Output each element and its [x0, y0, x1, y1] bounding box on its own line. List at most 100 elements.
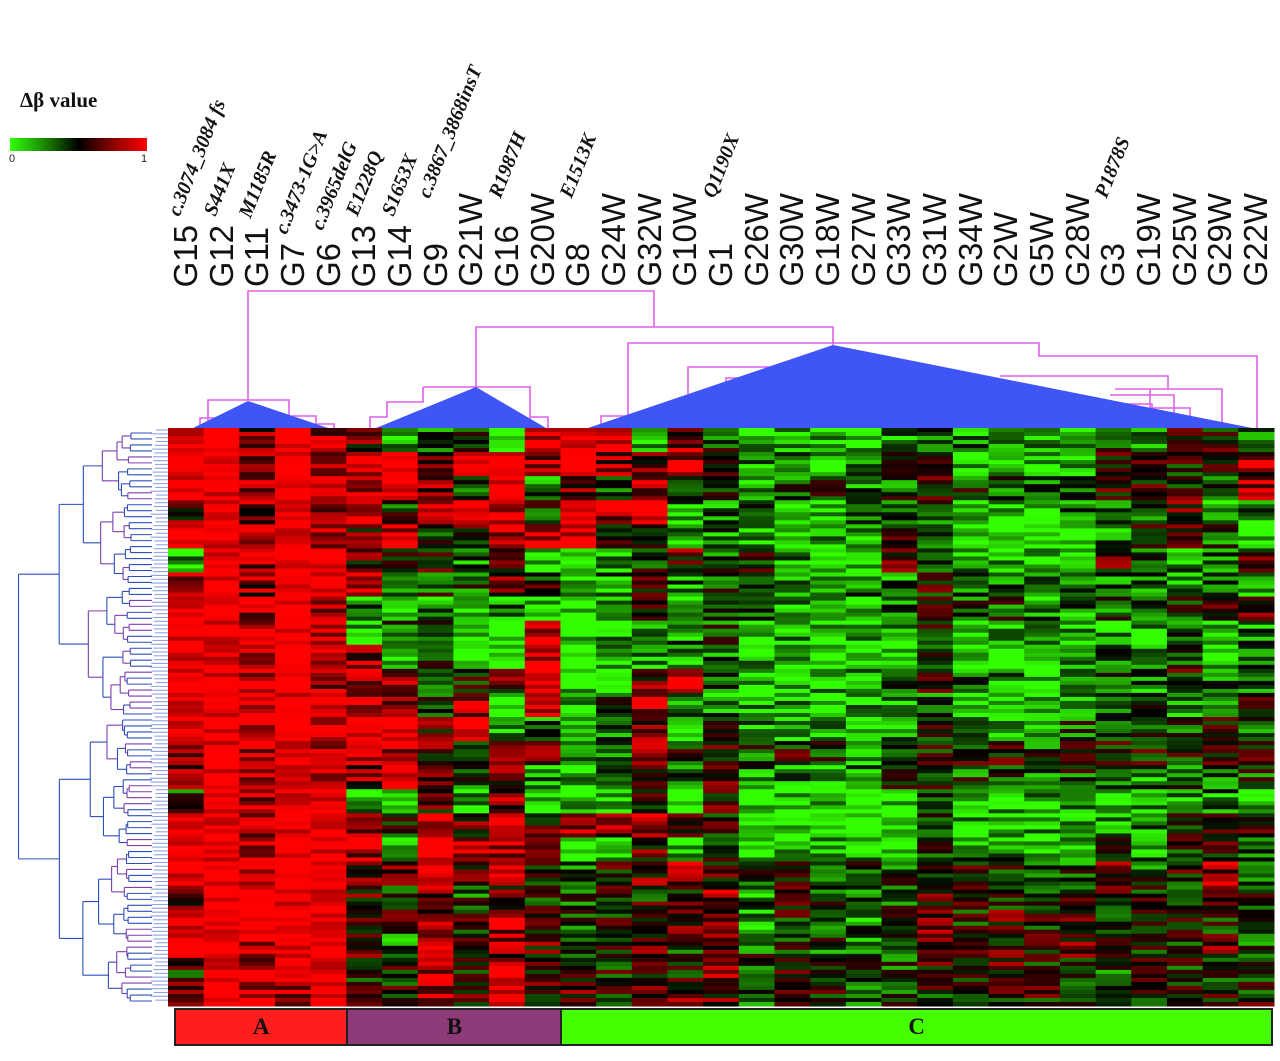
heatmap-cell — [1238, 552, 1275, 557]
heatmap-cell — [560, 632, 597, 638]
heatmap-cell — [239, 969, 276, 975]
heatmap-cell — [774, 1001, 811, 1007]
heatmap-cell — [1131, 949, 1168, 955]
heatmap-cell — [560, 753, 597, 758]
heatmap-cell — [810, 917, 847, 923]
heatmap-cell — [988, 568, 1025, 573]
heatmap-cell — [774, 813, 811, 818]
heatmap-cell — [239, 652, 276, 658]
heatmap-cell — [275, 773, 312, 778]
heatmap-cell — [703, 588, 740, 594]
heatmap-cell — [382, 532, 419, 537]
heatmap-cell — [881, 556, 918, 561]
heatmap-cell — [203, 957, 240, 963]
heatmap-cell — [1238, 925, 1275, 931]
heatmap-cell — [988, 957, 1025, 963]
heatmap-cell — [310, 769, 347, 774]
heatmap-cell — [524, 488, 561, 493]
heatmap-cell — [453, 969, 490, 975]
heatmap-cell — [524, 456, 561, 461]
heatmap-cell — [239, 873, 276, 879]
heatmap-cell — [1202, 973, 1239, 979]
heatmap-cell — [310, 893, 347, 899]
heatmap-cell — [524, 560, 561, 565]
heatmap-cell — [239, 733, 276, 738]
heatmap-cell — [275, 933, 312, 939]
heatmap-cell — [417, 476, 454, 481]
heatmap-cell — [1166, 941, 1204, 947]
heatmap-cell — [1238, 993, 1275, 999]
heatmap-cell — [489, 973, 526, 979]
heatmap-cell — [453, 737, 490, 742]
heatmap-cell — [524, 721, 561, 726]
heatmap-cell — [275, 781, 312, 786]
heatmap-cell — [1131, 460, 1168, 465]
heatmap-cell — [417, 945, 454, 951]
heatmap-cell — [774, 925, 811, 931]
heatmap-cell — [239, 508, 276, 513]
heatmap-cell — [667, 865, 704, 871]
heatmap-cell — [631, 712, 668, 718]
heatmap-cell — [382, 729, 419, 734]
heatmap-cell — [917, 548, 954, 553]
heatmap-cell — [203, 616, 240, 622]
heatmap-cell — [203, 624, 240, 630]
heatmap-cell — [239, 472, 276, 477]
heatmap-cell — [1024, 488, 1061, 493]
heatmap-cell — [988, 945, 1025, 951]
heatmap-cell — [524, 741, 561, 746]
heatmap-cell — [667, 793, 704, 798]
heatmap-cell — [881, 769, 918, 774]
heatmap-cell — [1131, 652, 1168, 658]
heatmap-cell — [774, 612, 811, 618]
heatmap-cell — [1166, 636, 1204, 642]
heatmap-cell — [1238, 897, 1275, 903]
heatmap-cell — [1166, 769, 1204, 774]
heatmap-cell — [845, 656, 883, 662]
heatmap-cell — [382, 696, 419, 702]
heatmap-cell — [382, 781, 419, 786]
heatmap-cell — [1024, 749, 1061, 754]
heatmap-cell — [774, 933, 811, 939]
heatmap-cell — [1202, 881, 1239, 887]
heatmap-cell — [1059, 512, 1097, 517]
heatmap-cell — [524, 692, 561, 698]
heatmap-cell — [417, 957, 454, 963]
heatmap-cell — [168, 905, 205, 911]
heatmap-cell — [1024, 608, 1061, 614]
heatmap-cell — [1024, 604, 1061, 610]
heatmap-cell — [560, 444, 597, 449]
heatmap-cell — [845, 604, 883, 610]
heatmap-cell — [310, 488, 347, 493]
heatmap-cell — [738, 480, 776, 485]
heatmap-cell — [524, 929, 561, 935]
heatmap-cell — [596, 897, 633, 903]
heatmap-cell — [845, 652, 883, 658]
heatmap-cell — [703, 757, 740, 762]
heatmap-cell — [310, 460, 347, 465]
heatmap-cell — [1024, 937, 1061, 943]
heatmap-cell — [275, 704, 312, 710]
heatmap-cell — [489, 741, 526, 746]
heatmap-cell — [1166, 684, 1204, 690]
heatmap-cell — [1095, 729, 1132, 734]
heatmap-cell — [1238, 969, 1275, 975]
heatmap-cell — [524, 644, 561, 650]
heatmap-cell — [1202, 584, 1239, 590]
heatmap-cell — [1202, 632, 1239, 638]
heatmap-cell — [275, 917, 312, 923]
heatmap-cell — [203, 488, 240, 493]
heatmap-cell — [810, 981, 847, 987]
heatmap-cell — [1202, 937, 1239, 943]
heatmap-cell — [524, 524, 561, 529]
heatmap-cell — [917, 624, 954, 630]
heatmap-cell — [489, 729, 526, 734]
heatmap-cell — [1024, 596, 1061, 602]
heatmap-cell — [1131, 993, 1168, 999]
heatmap-cell — [1131, 504, 1168, 509]
heatmap-cell — [845, 813, 883, 818]
heatmap-cell — [1095, 805, 1132, 810]
heatmap-cell — [1131, 572, 1168, 578]
heatmap-cell — [1238, 777, 1275, 782]
heatmap-cell — [1131, 584, 1168, 590]
